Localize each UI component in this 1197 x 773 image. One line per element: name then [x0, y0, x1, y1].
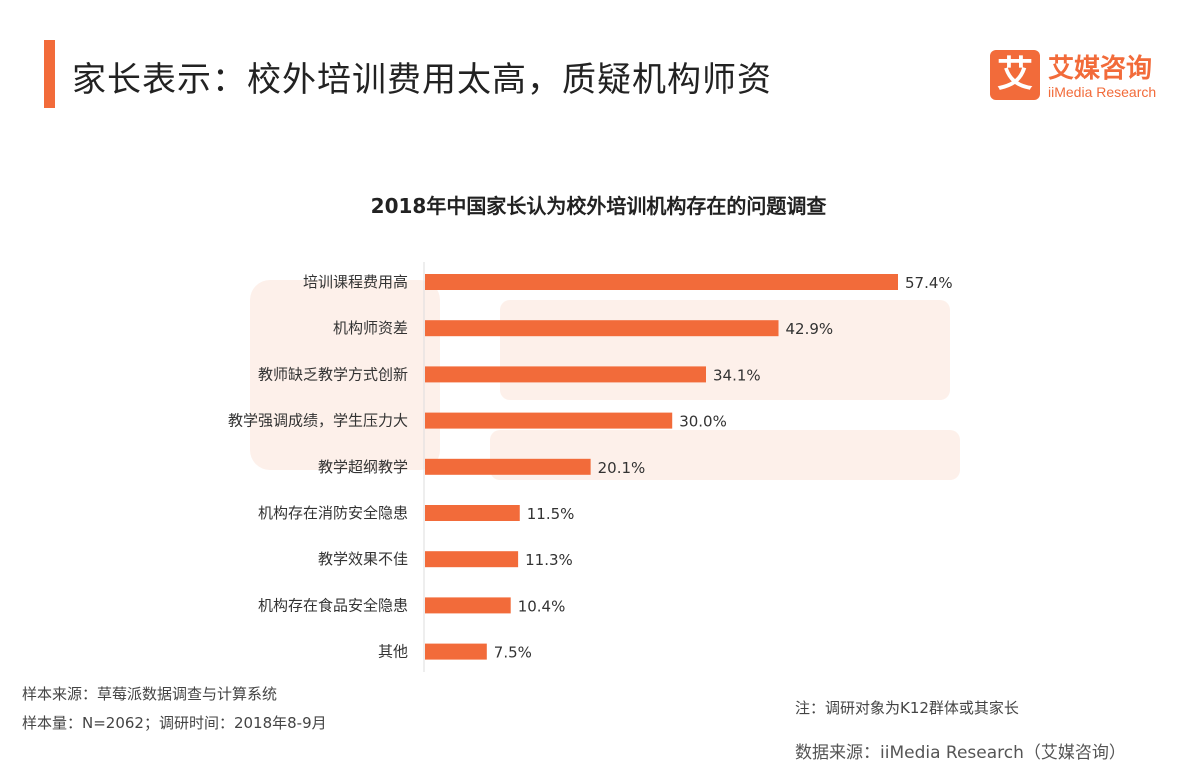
bar	[425, 505, 520, 521]
bar	[425, 412, 673, 429]
title-accent-bar	[44, 40, 55, 108]
category-label: 机构师资差	[333, 319, 408, 337]
brand-logo: 艾 艾媒咨询 iiMedia Research	[990, 48, 1180, 104]
bar	[425, 320, 779, 337]
data-label: 7.5%	[494, 644, 532, 662]
category-label: 教学效果不佳	[318, 550, 408, 568]
footer-data-source: 数据来源：iiMedia Research（艾媒咨询）	[795, 743, 1126, 763]
data-label: 10.4%	[518, 597, 566, 615]
bar	[425, 551, 519, 568]
data-label: 20.1%	[598, 459, 646, 477]
category-label: 培训课程费用高	[303, 273, 408, 291]
logo-icon: 艾	[990, 50, 1040, 100]
category-label: 机构存在消防安全隐患	[258, 504, 408, 522]
bar	[425, 366, 706, 383]
footer-sample: 样本量：N=2062；调研时间：2018年8-9月	[22, 714, 327, 732]
data-label: 30.0%	[679, 413, 727, 431]
category-label: 教学强调成绩，学生压力大	[228, 412, 408, 430]
logo-name-cn: 艾媒咨询	[1048, 54, 1153, 84]
data-label: 34.1%	[713, 366, 761, 384]
data-label: 11.3%	[525, 551, 573, 569]
bar	[425, 274, 898, 290]
data-label: 57.4%	[905, 274, 953, 292]
category-label: 其他	[378, 643, 408, 661]
category-label: 教师缺乏教学方式创新	[258, 365, 408, 383]
category-label: 机构存在食品安全隐患	[258, 596, 408, 614]
chart-title: 2018年中国家长认为校外培训机构存在的问题调查	[370, 194, 827, 218]
footer-note: 注：调研对象为K12群体或其家长	[795, 699, 1019, 717]
bar	[425, 597, 511, 614]
logo-name-en: iiMedia Research	[1048, 84, 1157, 100]
data-label: 42.9%	[786, 320, 834, 338]
bar	[425, 643, 487, 660]
page-title: 家长表示：校外培训费用太高，质疑机构师资	[72, 60, 772, 100]
bar	[425, 458, 591, 475]
data-label: 11.5%	[527, 505, 575, 523]
category-label: 教学超纲教学	[318, 458, 408, 476]
footer-source: 样本来源：草莓派数据调查与计算系统	[22, 685, 278, 703]
